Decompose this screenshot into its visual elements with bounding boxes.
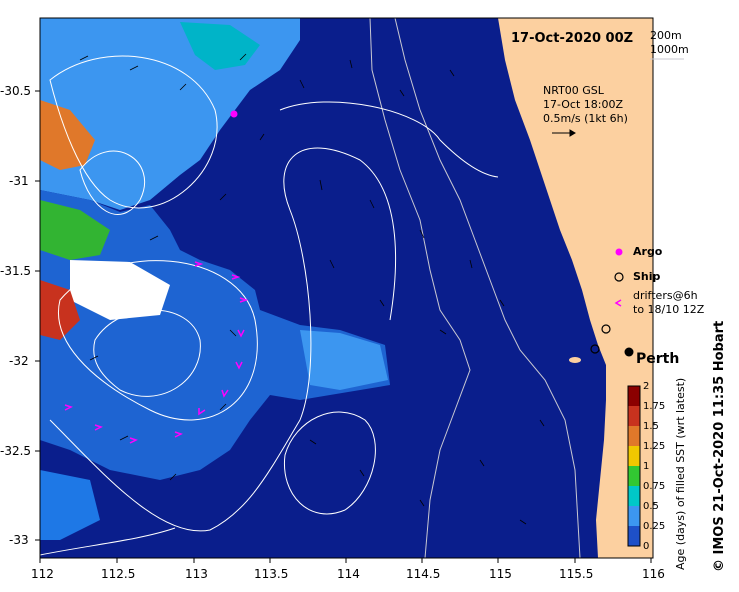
- y-tick-label: -32: [9, 354, 29, 368]
- ship-marker-icon: [601, 324, 611, 334]
- x-tick-label: 113: [185, 567, 208, 581]
- gsl-info: NRT00 GSL 17-Oct 18:00Z 0.5m/s (1kt 6h): [543, 84, 628, 126]
- sst-region-blue-strip: [40, 470, 100, 540]
- x-tick-label: 112.5: [101, 567, 136, 581]
- city-dot-icon: [624, 347, 634, 357]
- colorbar-segment: [628, 486, 640, 507]
- colorbar-segment: [628, 446, 640, 467]
- isobath-200m: [394, 18, 581, 558]
- x-tick-label: 113.5: [254, 567, 289, 581]
- drifter-tracks: [64, 261, 249, 444]
- ssh-contour: [49, 55, 218, 209]
- legend-drifters-1: drifters@6h: [633, 289, 698, 302]
- colorbar-tick-label: 0.5: [643, 501, 659, 512]
- x-tick-label: 115: [489, 567, 512, 581]
- ssh-contour: [40, 527, 176, 556]
- ssh-contour: [79, 150, 146, 215]
- ship-marker-icon: [614, 272, 624, 282]
- y-tick-label: -30.5: [0, 84, 32, 98]
- current-vectors: [79, 53, 545, 525]
- sst-region-red: [40, 280, 80, 340]
- ssh-contour: [58, 260, 258, 421]
- colorbar-segment: [628, 406, 640, 427]
- isobath-label-1000m: 1000m: [650, 43, 689, 56]
- gsl-line-3: 0.5m/s (1kt 6h): [543, 112, 628, 125]
- axis-ticks: [35, 90, 652, 563]
- argo-marker-icon: [615, 248, 623, 256]
- sst-region-cyan: [180, 22, 260, 70]
- x-tick-label: 115.5: [559, 567, 594, 581]
- colorbar-segment: [628, 386, 640, 407]
- island: [569, 357, 581, 363]
- credit-label: © IMOS 21-Oct-2020 11:35 Hobart: [712, 320, 727, 572]
- y-tick-label: -32.5: [0, 444, 32, 458]
- x-tick-label: 114.5: [406, 567, 441, 581]
- legend-drifters-2: to 18/10 12Z: [633, 303, 705, 316]
- colorbar-frame: [627, 385, 641, 547]
- scale-arrow-icon: [552, 129, 576, 137]
- colorbar-tick-label: 2: [643, 381, 650, 392]
- ssh-contour: [49, 147, 397, 532]
- colorbar-segment: [628, 426, 640, 447]
- colorbar-tick-label: 0.25: [643, 521, 666, 532]
- isobath-1000m: [369, 18, 471, 558]
- colorbar-tick-label: 1.75: [643, 401, 666, 412]
- x-tick-label: 114: [337, 567, 360, 581]
- legend-ship: Ship: [633, 270, 661, 283]
- ssh-contour: [283, 411, 376, 515]
- y-tick-label: -31.5: [0, 264, 32, 278]
- sst-region-light-2: [300, 330, 388, 390]
- colorbar-tick-label: 1: [643, 461, 650, 472]
- x-tick-label: 116: [642, 567, 665, 581]
- colorbar-tick-label: 1.25: [643, 441, 666, 452]
- colorbar-title: Age (days) of filled SST (wrt latest): [674, 377, 687, 570]
- colorbar-tick-label: 0: [643, 541, 650, 552]
- colorbar-tick-label: 1.5: [643, 421, 659, 432]
- drifter-marker-icon: [614, 299, 622, 307]
- colorbar: [628, 386, 640, 547]
- gsl-line-1: NRT00 GSL: [543, 84, 604, 97]
- ship-marker-icon: [590, 344, 600, 354]
- ssh-contour: [279, 101, 499, 178]
- x-tick-label: 112: [31, 567, 54, 581]
- sst-region-white: [70, 260, 170, 320]
- map-title: 17-Oct-2020 00Z: [511, 31, 634, 46]
- y-tick-label: -33: [9, 533, 29, 547]
- ssh-contour: [93, 309, 201, 397]
- legend-argo: Argo: [633, 245, 663, 258]
- colorbar-segment: [628, 526, 640, 547]
- isobath-label-200m: 200m: [650, 29, 682, 42]
- place-label-perth: Perth: [636, 351, 680, 367]
- argo-marker-icon: [230, 110, 238, 118]
- y-tick-label: -31: [9, 174, 29, 188]
- colorbar-tick-label: 0.75: [643, 481, 666, 492]
- land-area: [498, 18, 653, 558]
- colorbar-segment: [628, 506, 640, 527]
- colorbar-segment: [628, 466, 640, 487]
- sst-region-green: [40, 200, 110, 260]
- gsl-line-2: 17-Oct 18:00Z: [543, 98, 624, 111]
